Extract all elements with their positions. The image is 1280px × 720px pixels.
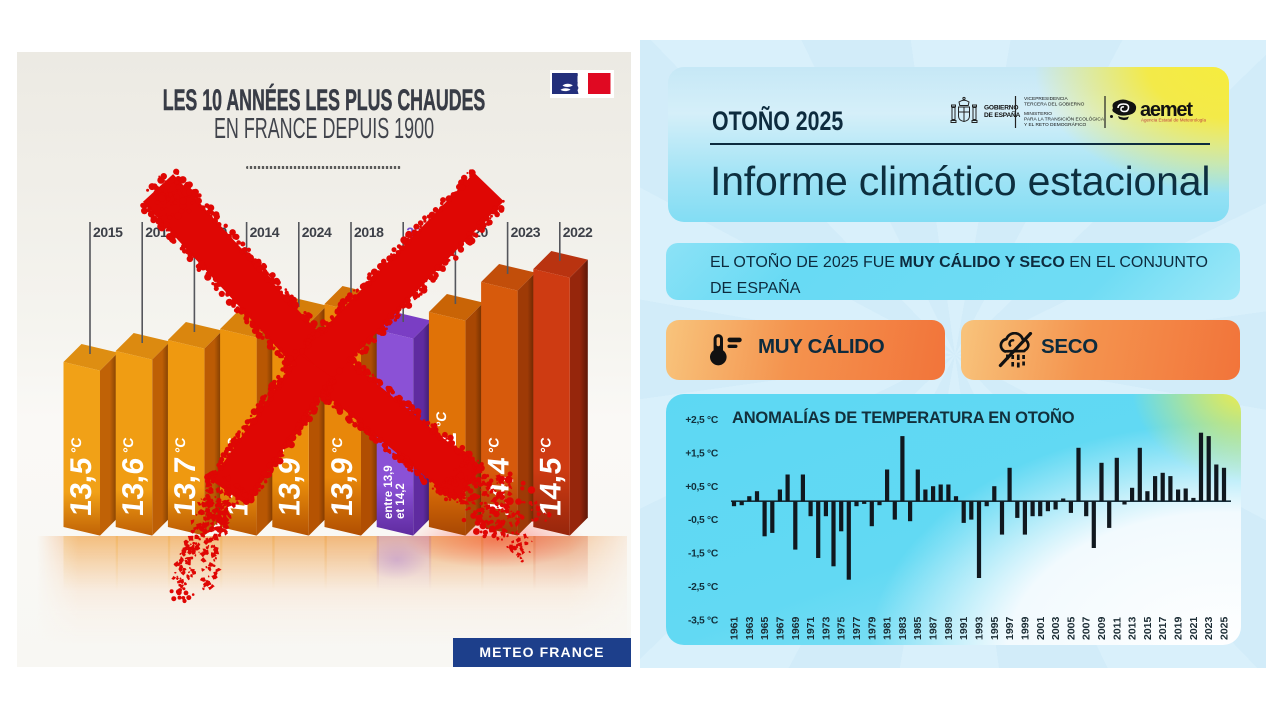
svg-text:2007: 2007 (1081, 616, 1093, 640)
svg-text:aemet: aemet (1140, 99, 1193, 121)
svg-text:GOBIERNO: GOBIERNO (984, 105, 1018, 112)
svg-text:1971: 1971 (805, 616, 817, 640)
svg-text:2003: 2003 (1050, 616, 1062, 640)
svg-text:2021: 2021 (1188, 616, 1200, 640)
svg-text:2014: 2014 (250, 224, 280, 240)
svg-text:2022: 2022 (563, 224, 593, 240)
svg-text:1993: 1993 (974, 616, 986, 640)
svg-text:1991: 1991 (958, 616, 970, 640)
svg-text:entre 13,9: entre 13,9 (383, 465, 395, 519)
svg-text:2018: 2018 (354, 224, 384, 240)
svg-text:1965: 1965 (759, 616, 771, 640)
svg-text:1967: 1967 (774, 616, 786, 640)
svg-text:1981: 1981 (882, 616, 894, 640)
svg-text:VICEPRESIDENCIA: VICEPRESIDENCIA (1024, 96, 1069, 102)
svg-text:-0,5 °C: -0,5 °C (688, 515, 719, 526)
svg-text:et 14,2: et 14,2 (395, 483, 407, 519)
svg-text:2005: 2005 (1065, 616, 1077, 640)
svg-text:2001: 2001 (1035, 616, 1047, 640)
svg-text:-1,5 °C: -1,5 °C (688, 549, 719, 560)
svg-text:1987: 1987 (928, 616, 940, 640)
svg-text:2023: 2023 (1203, 616, 1215, 640)
svg-text:1989: 1989 (943, 616, 955, 640)
svg-text:PARA LA TRANSICIÓN ECOLÓGICA: PARA LA TRANSICIÓN ECOLÓGICA (1024, 116, 1105, 123)
svg-text:+0,5 °C: +0,5 °C (685, 482, 719, 493)
svg-text:1963: 1963 (744, 616, 756, 640)
svg-text:2019: 2019 (1173, 616, 1185, 640)
svg-text:1961: 1961 (729, 616, 741, 640)
svg-text:2025: 2025 (1219, 616, 1231, 640)
svg-text:Agencia Estatal de Meteorologí: Agencia Estatal de Meteorología (1141, 118, 1207, 123)
svg-text:1983: 1983 (897, 616, 909, 640)
svg-text:1985: 1985 (912, 616, 924, 640)
svg-text:2015: 2015 (93, 224, 123, 240)
svg-text:1977: 1977 (851, 616, 863, 640)
svg-text:2015: 2015 (1142, 616, 1154, 640)
svg-text:+2,5 °C: +2,5 °C (685, 415, 719, 426)
svg-text:-3,5 °C: -3,5 °C (688, 615, 719, 626)
svg-text:1999: 1999 (1019, 616, 1031, 640)
svg-text:1979: 1979 (866, 616, 878, 640)
svg-text:Y EL RETO DEMOGRÁFICO: Y EL RETO DEMOGRÁFICO (1024, 121, 1087, 128)
svg-text:2023: 2023 (511, 224, 541, 240)
svg-text:2017: 2017 (1157, 616, 1169, 640)
svg-text:1997: 1997 (1004, 616, 1016, 640)
svg-text:1969: 1969 (790, 616, 802, 640)
svg-text:+1,5 °C: +1,5 °C (685, 448, 719, 459)
svg-text:TERCERA DEL GOBIERNO: TERCERA DEL GOBIERNO (1024, 102, 1085, 108)
svg-text:1973: 1973 (820, 616, 832, 640)
svg-text:2011: 2011 (1111, 617, 1123, 640)
svg-text:DE ESPAÑA: DE ESPAÑA (984, 110, 1021, 119)
svg-text:1995: 1995 (989, 616, 1001, 640)
svg-text:2024: 2024 (302, 224, 332, 240)
svg-text:2009: 2009 (1096, 616, 1108, 640)
svg-text:MINISTERIO: MINISTERIO (1024, 111, 1052, 117)
svg-text:2013: 2013 (1127, 616, 1139, 640)
svg-text:-2,5 °C: -2,5 °C (688, 582, 719, 593)
svg-text:1975: 1975 (836, 616, 848, 640)
